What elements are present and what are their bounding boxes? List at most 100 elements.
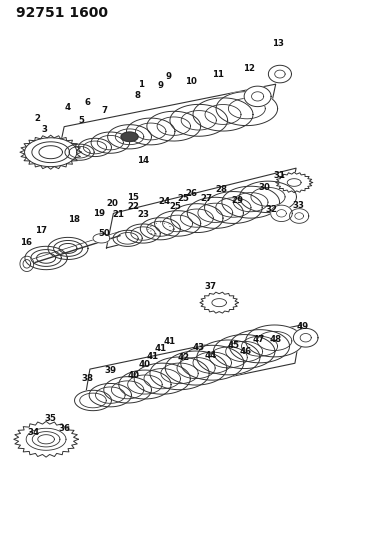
- Text: 17: 17: [35, 226, 47, 235]
- Text: 25: 25: [178, 194, 189, 203]
- Text: 50: 50: [98, 229, 110, 238]
- Text: 7: 7: [102, 106, 108, 115]
- Text: 4: 4: [65, 102, 71, 111]
- Text: 40: 40: [139, 360, 151, 369]
- Text: 33: 33: [293, 201, 305, 210]
- Polygon shape: [165, 351, 227, 385]
- Text: 20: 20: [106, 199, 118, 208]
- Text: 13: 13: [272, 39, 284, 48]
- Polygon shape: [171, 204, 223, 232]
- Text: 41: 41: [154, 344, 166, 353]
- Polygon shape: [91, 132, 130, 154]
- Polygon shape: [205, 191, 262, 223]
- Polygon shape: [54, 240, 82, 256]
- Polygon shape: [126, 224, 160, 243]
- Polygon shape: [213, 335, 275, 368]
- Polygon shape: [20, 135, 81, 169]
- Polygon shape: [74, 390, 112, 410]
- Polygon shape: [181, 345, 244, 380]
- Text: 36: 36: [58, 424, 70, 433]
- Polygon shape: [14, 422, 78, 457]
- Text: 16: 16: [20, 238, 32, 247]
- Text: 30: 30: [258, 183, 270, 192]
- Text: 10: 10: [185, 77, 197, 86]
- Text: 5: 5: [78, 116, 85, 125]
- Text: 37: 37: [204, 282, 217, 291]
- Text: 8: 8: [134, 91, 140, 100]
- Polygon shape: [193, 98, 253, 131]
- Text: 1: 1: [138, 80, 144, 89]
- Text: 24: 24: [158, 197, 170, 206]
- Polygon shape: [222, 186, 279, 218]
- Text: 28: 28: [216, 185, 228, 194]
- Text: 11: 11: [212, 70, 224, 78]
- Polygon shape: [37, 253, 56, 263]
- Text: 27: 27: [200, 194, 213, 203]
- Polygon shape: [197, 340, 260, 375]
- Polygon shape: [154, 211, 201, 236]
- Text: 45: 45: [227, 341, 239, 350]
- Text: 23: 23: [137, 210, 149, 219]
- Polygon shape: [290, 209, 309, 223]
- Polygon shape: [25, 246, 67, 270]
- Text: 41: 41: [147, 352, 159, 361]
- Text: 12: 12: [243, 64, 255, 73]
- Text: 40: 40: [127, 371, 139, 380]
- Polygon shape: [200, 292, 239, 313]
- Text: 43: 43: [193, 343, 205, 352]
- Text: 48: 48: [270, 335, 282, 344]
- Text: 3: 3: [42, 125, 48, 134]
- Polygon shape: [244, 86, 271, 107]
- Text: 9: 9: [165, 72, 171, 81]
- Text: 47: 47: [253, 335, 265, 344]
- Text: 31: 31: [274, 171, 286, 180]
- Text: 44: 44: [204, 351, 217, 360]
- Polygon shape: [141, 217, 180, 240]
- Polygon shape: [25, 138, 77, 167]
- Polygon shape: [78, 138, 112, 157]
- Text: 19: 19: [93, 209, 105, 218]
- Polygon shape: [20, 256, 34, 271]
- Text: 6: 6: [84, 98, 90, 107]
- Text: 38: 38: [81, 374, 93, 383]
- Polygon shape: [113, 230, 142, 246]
- Polygon shape: [187, 197, 244, 228]
- Polygon shape: [48, 237, 88, 260]
- Polygon shape: [119, 370, 171, 399]
- Polygon shape: [31, 249, 61, 266]
- Polygon shape: [268, 65, 291, 83]
- Text: 49: 49: [296, 321, 309, 330]
- Polygon shape: [134, 363, 190, 394]
- Polygon shape: [89, 383, 132, 407]
- Text: 29: 29: [231, 196, 243, 205]
- Text: 32: 32: [266, 205, 278, 214]
- Polygon shape: [216, 92, 278, 126]
- Polygon shape: [293, 328, 318, 347]
- Text: 25: 25: [170, 203, 182, 212]
- Polygon shape: [230, 329, 290, 363]
- Text: 92751 1600: 92751 1600: [16, 6, 108, 20]
- Text: 35: 35: [45, 414, 57, 423]
- Polygon shape: [170, 104, 228, 136]
- Text: 22: 22: [127, 203, 139, 212]
- Text: 26: 26: [185, 189, 197, 198]
- Polygon shape: [104, 377, 151, 403]
- Polygon shape: [127, 118, 175, 145]
- Polygon shape: [246, 325, 303, 357]
- Text: 15: 15: [127, 193, 139, 202]
- Text: 39: 39: [104, 366, 116, 375]
- Polygon shape: [150, 357, 209, 390]
- Text: 42: 42: [177, 353, 190, 362]
- Polygon shape: [65, 144, 94, 160]
- Polygon shape: [276, 172, 313, 193]
- Text: 46: 46: [240, 347, 252, 356]
- Text: 14: 14: [137, 156, 149, 165]
- Text: 9: 9: [157, 81, 163, 90]
- Polygon shape: [59, 244, 77, 253]
- Text: 2: 2: [34, 114, 40, 123]
- Polygon shape: [23, 260, 31, 268]
- Polygon shape: [121, 132, 138, 141]
- Polygon shape: [240, 181, 296, 213]
- Polygon shape: [93, 233, 110, 243]
- Text: 34: 34: [27, 428, 39, 437]
